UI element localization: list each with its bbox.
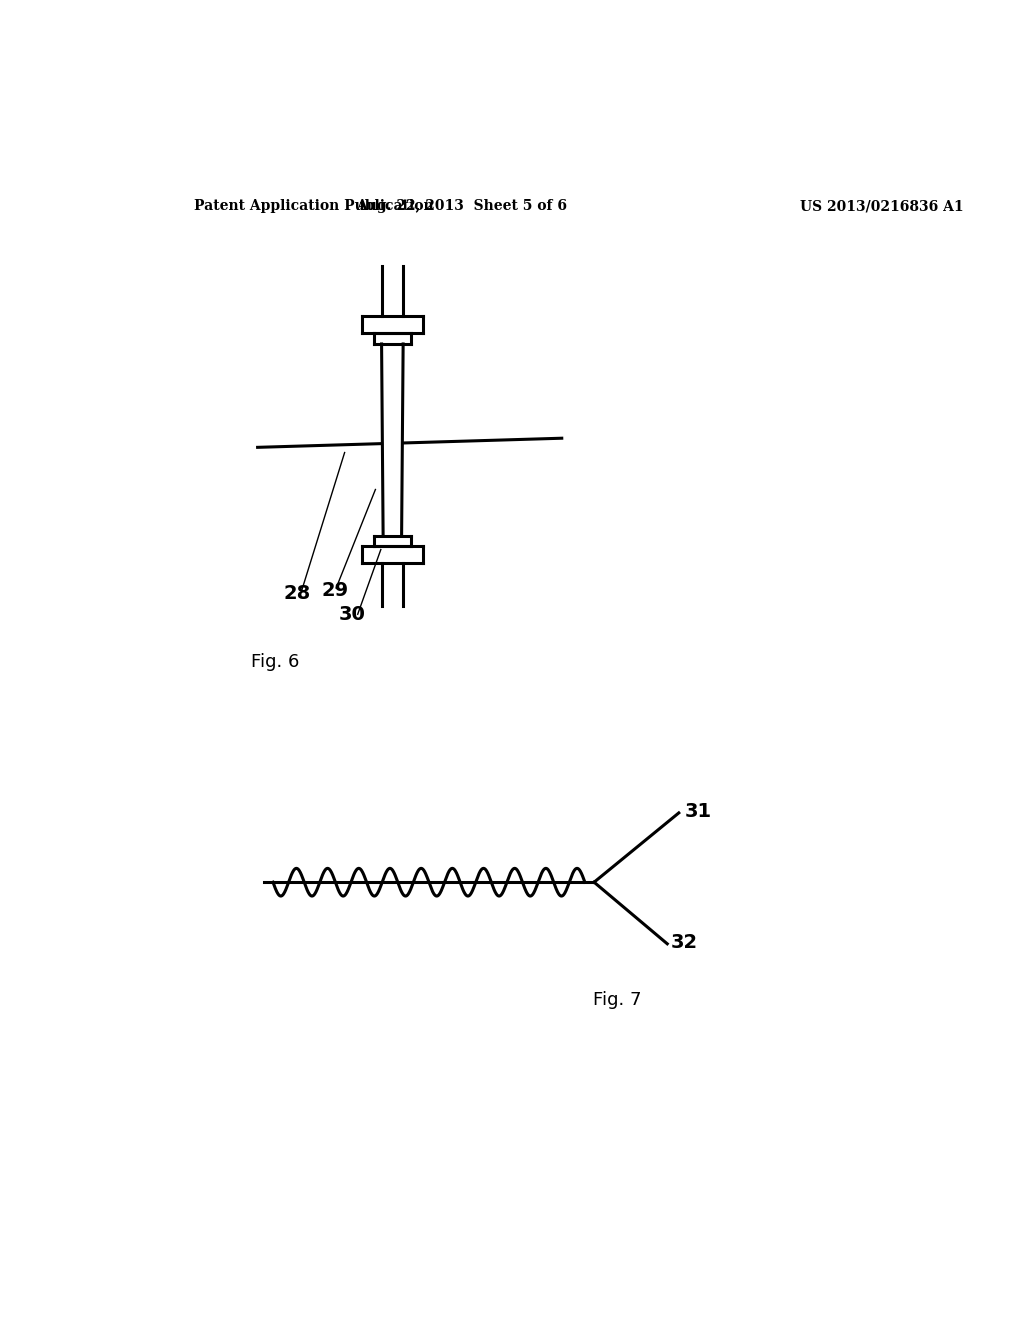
Text: 32: 32: [671, 933, 698, 952]
Text: Aug. 22, 2013  Sheet 5 of 6: Aug. 22, 2013 Sheet 5 of 6: [356, 199, 567, 213]
Text: 30: 30: [339, 606, 366, 624]
Text: 29: 29: [322, 581, 348, 599]
Text: Patent Application Publication: Patent Application Publication: [194, 199, 433, 213]
Text: Fig. 7: Fig. 7: [593, 991, 641, 1010]
Text: Fig. 6: Fig. 6: [252, 652, 300, 671]
Text: 28: 28: [283, 583, 310, 603]
Text: 31: 31: [685, 801, 712, 821]
Text: US 2013/0216836 A1: US 2013/0216836 A1: [801, 199, 964, 213]
